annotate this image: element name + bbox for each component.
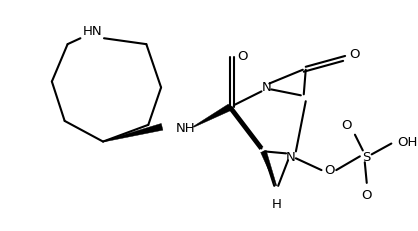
Polygon shape xyxy=(103,124,163,143)
Text: O: O xyxy=(350,48,360,61)
Text: OH: OH xyxy=(397,136,417,149)
Text: O: O xyxy=(341,119,352,132)
Text: N: N xyxy=(286,150,296,163)
Polygon shape xyxy=(194,105,232,128)
Text: HN: HN xyxy=(82,25,102,38)
Text: O: O xyxy=(237,50,248,63)
Text: N: N xyxy=(262,81,271,94)
Text: H: H xyxy=(271,197,281,210)
Text: S: S xyxy=(362,150,371,163)
Polygon shape xyxy=(261,151,277,186)
Text: O: O xyxy=(324,163,334,176)
Text: O: O xyxy=(362,188,372,201)
Text: NH: NH xyxy=(176,122,196,135)
